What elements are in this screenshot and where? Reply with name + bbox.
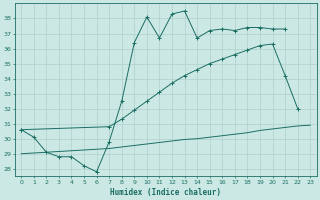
X-axis label: Humidex (Indice chaleur): Humidex (Indice chaleur) bbox=[110, 188, 221, 197]
